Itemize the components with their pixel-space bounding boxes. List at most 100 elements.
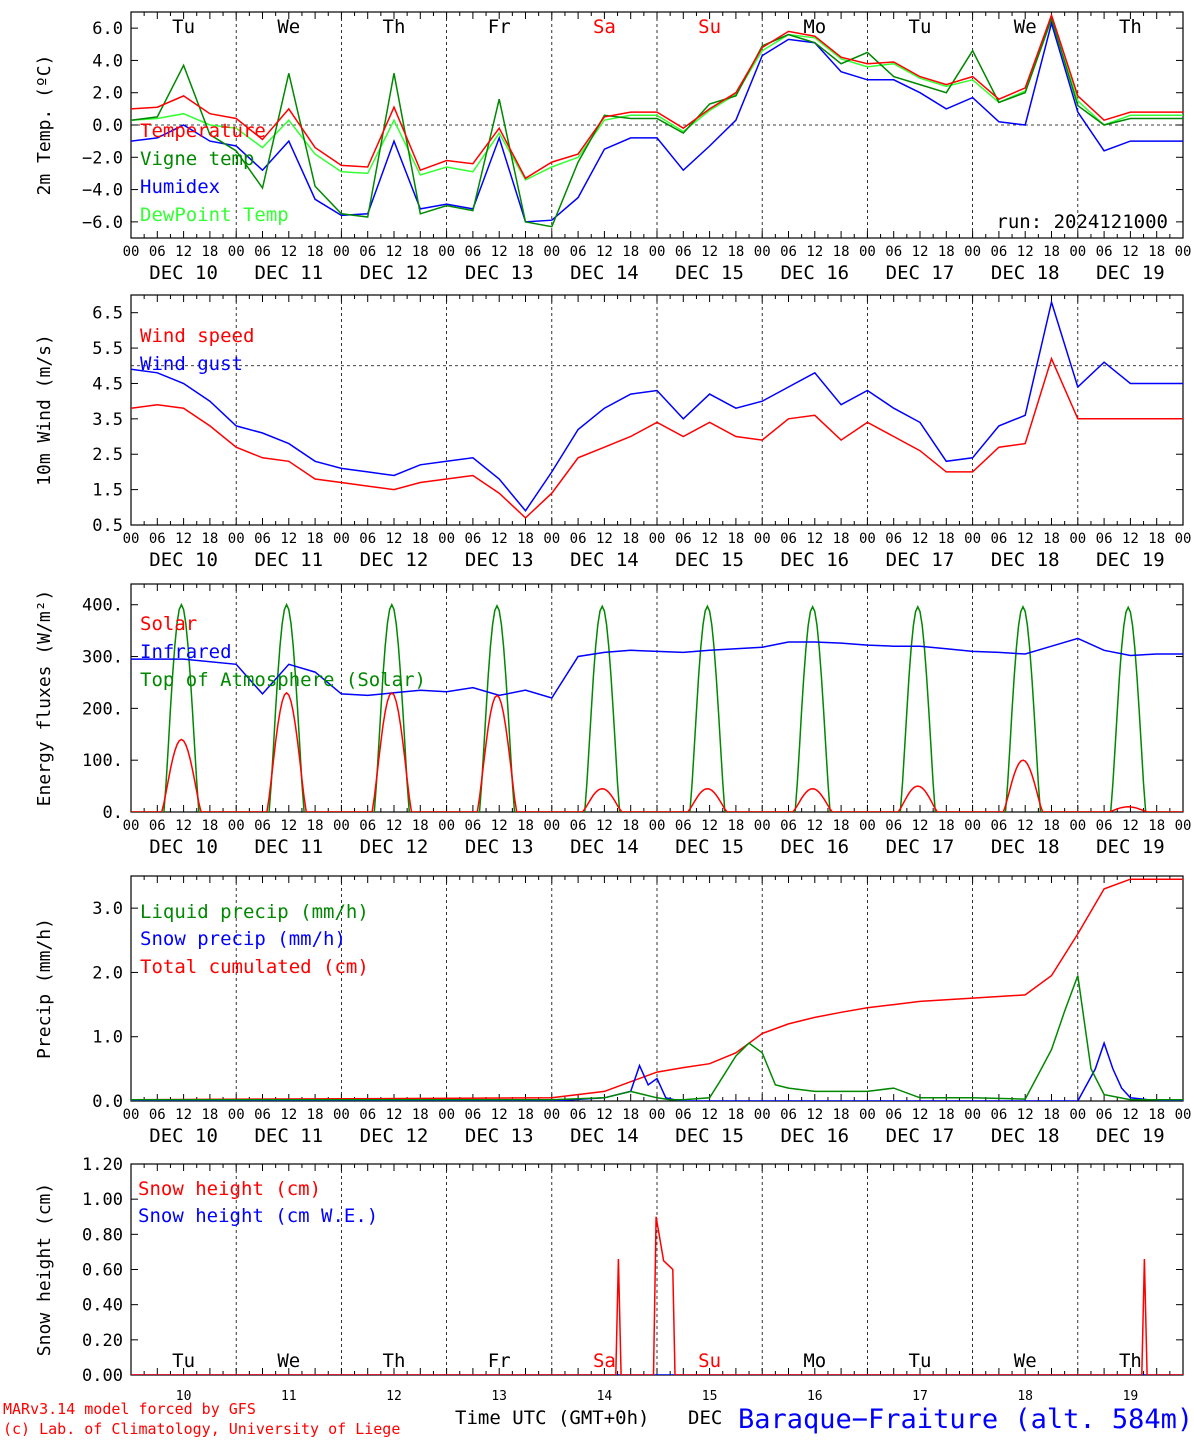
hour-tick-label: 00 — [228, 244, 245, 260]
hour-tick-label: 18 — [1043, 244, 1060, 260]
hour-tick-label: 18 — [307, 244, 324, 260]
date-label: DEC 10 — [149, 262, 218, 284]
y-tick-label: 0.20 — [82, 1331, 123, 1351]
hour-tick-label: 18 — [201, 818, 218, 834]
hour-tick-label: 18 — [727, 244, 744, 260]
hour-tick-label: 12 — [491, 531, 508, 547]
hour-tick-label: 00 — [754, 1107, 771, 1123]
hour-tick-label: 12 — [280, 1107, 297, 1123]
hour-tick-label: 12 — [1122, 531, 1139, 547]
y-tick-label: 0.60 — [82, 1261, 123, 1281]
series-line-vigne-temp — [131, 16, 1183, 228]
hour-tick-label: 18 — [622, 244, 639, 260]
date-label: DEC 15 — [675, 549, 744, 571]
weekday-label: Sa — [593, 1350, 616, 1372]
hour-tick-label: 00 — [964, 531, 981, 547]
hour-tick-label: 00 — [1069, 818, 1086, 834]
date-label: DEC 14 — [570, 1125, 639, 1147]
day-number-label: 14 — [597, 1389, 613, 1404]
date-label: DEC 13 — [465, 836, 534, 858]
series-line-wind-speed — [131, 356, 1183, 519]
hour-tick-label: 18 — [833, 531, 850, 547]
hour-tick-label: 00 — [543, 244, 560, 260]
hour-tick-label: 06 — [675, 244, 692, 260]
y-tick-label: 6.0 — [92, 19, 123, 39]
legend-entry: Top of Atmosphere (Solar) — [140, 669, 426, 691]
hour-tick-label: 18 — [517, 244, 534, 260]
date-label: DEC 17 — [886, 1125, 955, 1147]
y-tick-label: 1.00 — [82, 1190, 123, 1210]
hour-tick-label: 18 — [938, 244, 955, 260]
hour-tick-label: 00 — [543, 1107, 560, 1123]
hour-tick-label: 18 — [833, 244, 850, 260]
panel-3 — [130, 583, 1184, 813]
series-line-top-of-atmosphere-solar- — [131, 602, 1183, 812]
hour-tick-label: 00 — [228, 1107, 245, 1123]
y-tick-label: 0. — [103, 803, 123, 823]
hour-tick-label: 00 — [333, 1107, 350, 1123]
date-label: DEC 14 — [570, 836, 639, 858]
date-label: DEC 10 — [149, 1125, 218, 1147]
hour-tick-label: 12 — [701, 818, 718, 834]
series-line-infrared — [131, 637, 1183, 699]
hour-tick-label: 00 — [649, 818, 666, 834]
bottom-month-label: DEC — [688, 1407, 722, 1429]
panel-2 — [130, 294, 1184, 526]
hour-tick-label: 06 — [149, 818, 166, 834]
date-label: DEC 19 — [1096, 262, 1165, 284]
series-line-temperature — [131, 12, 1183, 180]
hour-tick-label: 00 — [649, 244, 666, 260]
hour-tick-label: 12 — [280, 531, 297, 547]
y-tick-label: 400. — [82, 596, 123, 616]
y-tick-label: −4.0 — [82, 181, 123, 201]
weekday-label: Th — [1119, 16, 1142, 38]
hour-tick-label: 18 — [412, 531, 429, 547]
day-number-label: 13 — [491, 1389, 507, 1404]
hour-tick-label: 06 — [570, 244, 587, 260]
y-tick-label: 0.0 — [92, 116, 123, 136]
weekday-label: Tu — [909, 16, 932, 38]
panel-1 — [130, 11, 1184, 239]
hour-tick-label: 00 — [123, 531, 140, 547]
y-tick-label: 0.00 — [82, 1366, 123, 1386]
series-line-snow-precip-mm-h- — [131, 1040, 1183, 1101]
date-label: DEC 16 — [780, 549, 849, 571]
hour-tick-label: 18 — [307, 531, 324, 547]
hour-tick-label: 12 — [1017, 244, 1034, 260]
hour-tick-label: 06 — [1096, 244, 1113, 260]
day-number-label: 12 — [386, 1389, 402, 1404]
hour-tick-label: 06 — [885, 1107, 902, 1123]
hour-tick-label: 12 — [806, 818, 823, 834]
hour-tick-label: 06 — [464, 244, 481, 260]
weekday-label: Mo — [803, 16, 826, 38]
weekday-label: Fr — [488, 16, 511, 38]
hour-tick-label: 00 — [333, 531, 350, 547]
hour-tick-label: 18 — [412, 818, 429, 834]
hour-tick-label: 06 — [990, 244, 1007, 260]
series-line-liquid-precip-mm-h- — [131, 975, 1183, 1101]
hour-tick-label: 18 — [1148, 1107, 1165, 1123]
run-label: run: 2024121000 — [996, 211, 1168, 233]
location-title: Baraque−Fraiture (alt. 584m) — [738, 1404, 1193, 1435]
hour-tick-label: 06 — [359, 1107, 376, 1123]
hour-tick-label: 12 — [1017, 818, 1034, 834]
hour-tick-label: 12 — [701, 1107, 718, 1123]
hour-tick-label: 00 — [1069, 531, 1086, 547]
date-label: DEC 12 — [360, 1125, 429, 1147]
weekday-label: We — [1014, 16, 1037, 38]
hour-tick-label: 18 — [833, 818, 850, 834]
hour-tick-label: 06 — [990, 1107, 1007, 1123]
hour-tick-label: 06 — [254, 531, 271, 547]
hour-tick-label: 12 — [701, 531, 718, 547]
hour-tick-label: 18 — [1043, 531, 1060, 547]
day-number-label: 17 — [912, 1389, 928, 1404]
y-tick-label: 2.0 — [92, 84, 123, 104]
hour-tick-label: 06 — [570, 1107, 587, 1123]
weekday-label: Sa — [593, 16, 616, 38]
date-label: DEC 11 — [254, 262, 323, 284]
hour-tick-label: 06 — [359, 818, 376, 834]
hour-tick-label: 12 — [912, 531, 929, 547]
day-number-label: 19 — [1123, 1389, 1139, 1404]
legend-entry: Infrared — [140, 641, 232, 663]
